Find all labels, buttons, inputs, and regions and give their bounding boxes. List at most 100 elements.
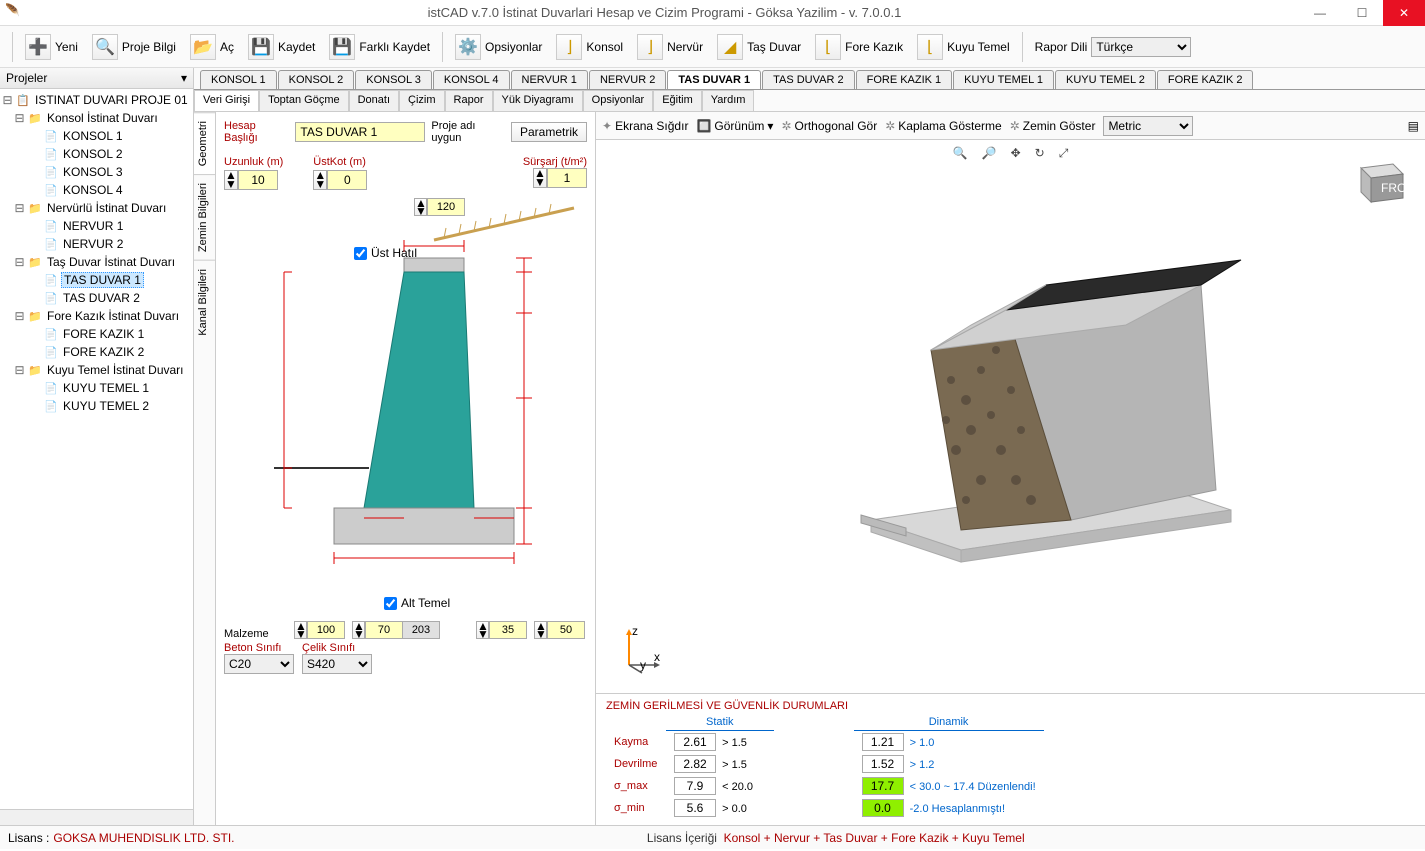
- sursarj-input[interactable]: [547, 168, 587, 188]
- vertical-tab[interactable]: Geometri: [194, 112, 215, 174]
- ustkot-input[interactable]: [327, 170, 367, 190]
- view-dropdown[interactable]: 🔲Görünüm ▾: [696, 119, 773, 133]
- fit-screen-button[interactable]: ✦Ekrana Sığdır: [602, 119, 688, 133]
- doc-tab[interactable]: KUYU TEMEL 1: [953, 70, 1054, 89]
- vertical-tab[interactable]: Kanal Bilgileri: [194, 260, 215, 344]
- orbit-icon[interactable]: ↻: [1035, 146, 1045, 161]
- nervur-button[interactable]: ⌋Nervür: [631, 32, 709, 62]
- ortho-button[interactable]: ✲Orthogonal Gör: [781, 119, 877, 133]
- save-button[interactable]: 💾Kaydet: [242, 32, 321, 62]
- d35-input[interactable]: [489, 621, 527, 639]
- sub-tab[interactable]: Yük Diyagramı: [493, 90, 583, 111]
- sub-tab[interactable]: Eğitim: [653, 90, 702, 111]
- d100-input[interactable]: [307, 621, 345, 639]
- doc-tab[interactable]: NERVUR 2: [589, 70, 666, 89]
- d50-spin[interactable]: ▲▼: [534, 621, 547, 639]
- d50-input[interactable]: [547, 621, 585, 639]
- open-button[interactable]: 📂Aç: [184, 32, 240, 62]
- tree-node[interactable]: 📄FORE KAZIK 1: [2, 325, 191, 343]
- project-info-button[interactable]: 🔍Proje Bilgi: [86, 32, 182, 62]
- minimize-button[interactable]: —: [1299, 0, 1341, 26]
- doc-tab[interactable]: KONSOL 1: [200, 70, 277, 89]
- tree-node[interactable]: 📄NERVUR 1: [2, 217, 191, 235]
- new-button[interactable]: ➕Yeni: [19, 32, 84, 62]
- d100-spin[interactable]: ▲▼: [294, 621, 307, 639]
- tree-node[interactable]: ⊟📁Nervürlü İstinat Duvarı: [2, 199, 191, 217]
- tree-node[interactable]: ⊟📋ISTINAT DUVARI PROJE 01: [2, 91, 191, 109]
- sub-tab[interactable]: Donatı: [349, 90, 399, 111]
- panel-dropdown-icon[interactable]: ▾: [181, 71, 187, 85]
- tree-node[interactable]: ⊟📁Konsol İstinat Duvarı: [2, 109, 191, 127]
- sub-tab[interactable]: Yardım: [702, 90, 755, 111]
- tree-node[interactable]: ⊟📁Fore Kazık İstinat Duvarı: [2, 307, 191, 325]
- lang-select[interactable]: Türkçe: [1091, 37, 1191, 57]
- doc-tab[interactable]: KONSOL 3: [355, 70, 432, 89]
- tree-node[interactable]: 📄KONSOL 4: [2, 181, 191, 199]
- project-tree[interactable]: ⊟📋ISTINAT DUVARI PROJE 01⊟📁Konsol İstina…: [0, 89, 193, 809]
- zoom-window-icon[interactable]: 🔍: [953, 146, 968, 161]
- units-select[interactable]: Metric: [1103, 116, 1193, 136]
- sursarj-spinner[interactable]: ▲▼: [533, 168, 547, 188]
- beton-select[interactable]: C20: [224, 654, 294, 674]
- tree-node[interactable]: ⊟📁Taş Duvar İstinat Duvarı: [2, 253, 191, 271]
- d70b-input[interactable]: [365, 621, 403, 639]
- celik-select[interactable]: S420: [302, 654, 372, 674]
- svg-text:FRONT: FRONT: [1381, 181, 1409, 195]
- kuyutemel-button[interactable]: ⌊Kuyu Temel: [911, 32, 1015, 62]
- sub-tab[interactable]: Toptan Göçme: [259, 90, 349, 111]
- view-controls[interactable]: 🔍 🔎 ✥ ↻ ⤢: [953, 146, 1069, 161]
- uzunluk-spinner[interactable]: ▲▼: [224, 170, 238, 190]
- doc-tab[interactable]: NERVUR 1: [511, 70, 588, 89]
- close-button[interactable]: ✕: [1383, 0, 1425, 26]
- doc-tab[interactable]: KONSOL 2: [278, 70, 355, 89]
- celik-label: Çelik Sınıfı: [302, 642, 372, 654]
- pan-icon[interactable]: ✥: [1011, 146, 1021, 161]
- ground-button[interactable]: ✲Zemin Göster: [1010, 119, 1096, 133]
- save-as-button[interactable]: 💾Farklı Kaydet: [323, 32, 436, 62]
- app-icon: 🪶: [5, 3, 25, 23]
- sub-tab[interactable]: Veri Girişi: [194, 90, 259, 111]
- doc-tab[interactable]: KUYU TEMEL 2: [1055, 70, 1156, 89]
- uzunluk-input[interactable]: [238, 170, 278, 190]
- d35-spin[interactable]: ▲▼: [476, 621, 489, 639]
- tree-node[interactable]: 📄FORE KAZIK 2: [2, 343, 191, 361]
- options-button[interactable]: ⚙️Opsiyonlar: [449, 32, 548, 62]
- extents-icon[interactable]: ⤢: [1059, 146, 1069, 161]
- view-menu-icon[interactable]: ▤: [1408, 119, 1419, 133]
- canvas-3d[interactable]: 🔍 🔎 ✥ ↻ ⤢ FRONT: [596, 140, 1425, 693]
- tree-node[interactable]: 📄KONSOL 2: [2, 145, 191, 163]
- usthatil-check[interactable]: Üst Hatıl: [354, 246, 417, 260]
- tree-node[interactable]: 📄KONSOL 1: [2, 127, 191, 145]
- doc-tab[interactable]: TAS DUVAR 1: [667, 70, 761, 89]
- sub-tab[interactable]: Opsiyonlar: [583, 90, 654, 111]
- konsol-button[interactable]: ⌋Konsol: [550, 32, 629, 62]
- tree-node[interactable]: 📄TAS DUVAR 2: [2, 289, 191, 307]
- parametrik-button[interactable]: Parametrik: [511, 122, 587, 142]
- tree-scrollbar[interactable]: [0, 809, 193, 825]
- vertical-tab[interactable]: Zemin Bilgileri: [194, 174, 215, 260]
- tasduvar-button[interactable]: ◢Taş Duvar: [711, 32, 807, 62]
- doc-tab[interactable]: TAS DUVAR 2: [762, 70, 855, 89]
- ustkot-spinner[interactable]: ▲▼: [313, 170, 327, 190]
- sub-tab[interactable]: Çizim: [399, 90, 445, 111]
- d120-input[interactable]: [427, 198, 465, 216]
- tree-node[interactable]: 📄KUYU TEMEL 1: [2, 379, 191, 397]
- doc-tab[interactable]: FORE KAZIK 1: [856, 70, 953, 89]
- d120-spin[interactable]: ▲▼: [414, 198, 427, 216]
- shading-button[interactable]: ✲Kaplama Gösterme: [885, 119, 1001, 133]
- hesap-input[interactable]: [295, 122, 425, 142]
- maximize-button[interactable]: ☐: [1341, 0, 1383, 26]
- tree-node[interactable]: 📄KONSOL 3: [2, 163, 191, 181]
- tree-node[interactable]: 📄NERVUR 2: [2, 235, 191, 253]
- d70b-spin[interactable]: ▲▼: [352, 621, 365, 639]
- zoom-icon[interactable]: 🔎: [982, 146, 997, 161]
- alttemel-check[interactable]: Alt Temel: [384, 596, 450, 610]
- tree-node[interactable]: ⊟📁Kuyu Temel İstinat Duvarı: [2, 361, 191, 379]
- doc-tab[interactable]: KONSOL 4: [433, 70, 510, 89]
- forekazik-button[interactable]: ⌊Fore Kazık: [809, 32, 909, 62]
- doc-tab[interactable]: FORE KAZIK 2: [1157, 70, 1254, 89]
- tree-node[interactable]: 📄TAS DUVAR 1: [2, 271, 191, 289]
- view-cube[interactable]: FRONT: [1349, 156, 1409, 206]
- sub-tab[interactable]: Rapor: [445, 90, 493, 111]
- tree-node[interactable]: 📄KUYU TEMEL 2: [2, 397, 191, 415]
